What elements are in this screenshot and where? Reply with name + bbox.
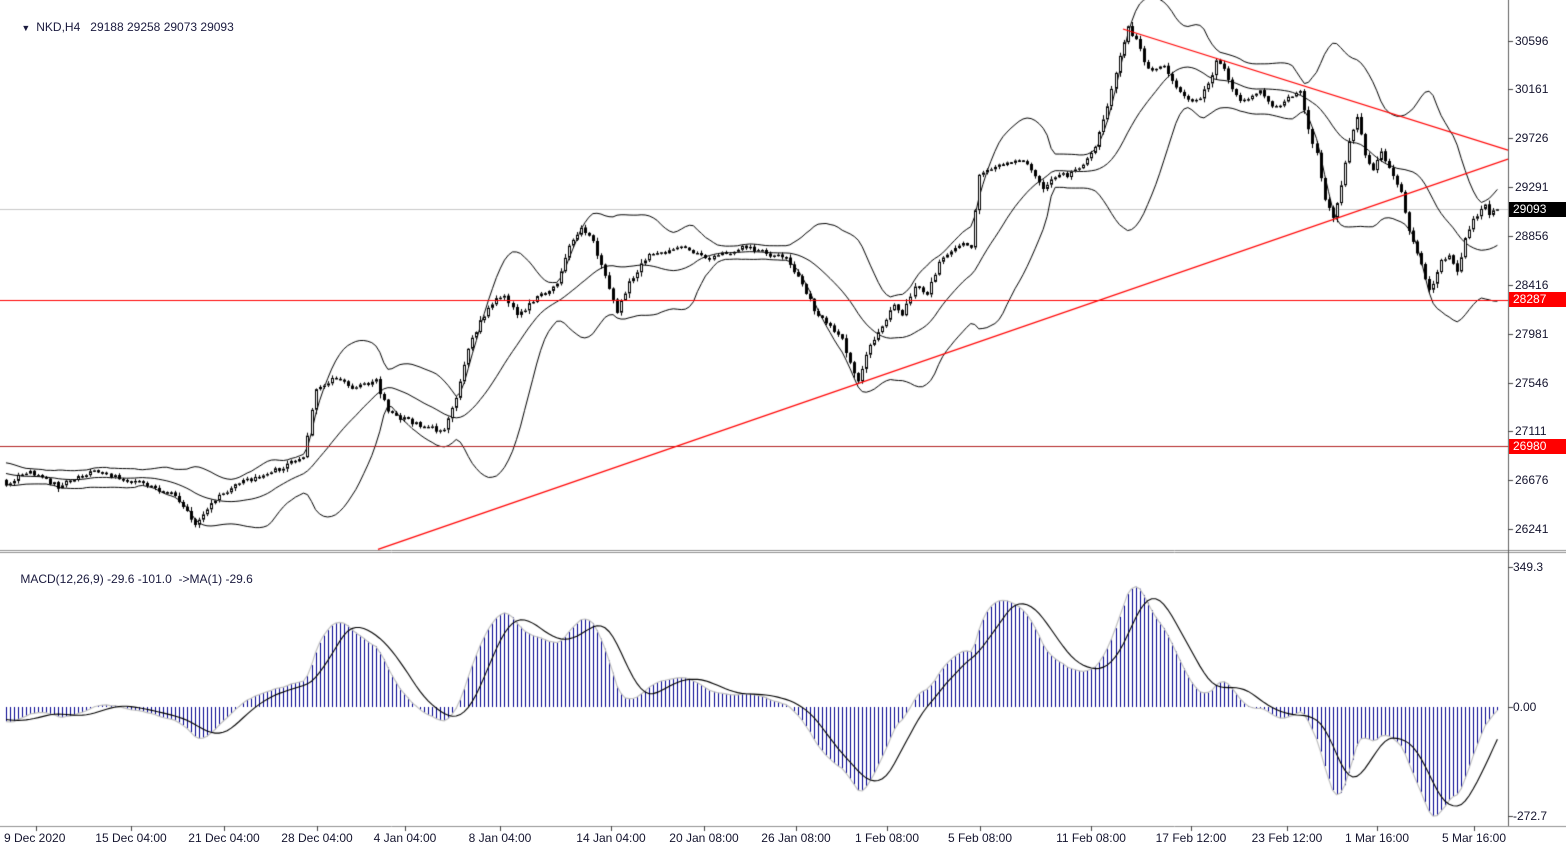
date-axis-label: 11 Feb 08:00 [1056, 831, 1126, 845]
symbol-timeframe-label: NKD,H4 [36, 20, 81, 34]
macd-indicator-label: MACD(12,26,9) -29.6 -101.0 ->MA(1) -29.6 [7, 558, 253, 600]
price-axis-tick: 30161 [1515, 82, 1549, 97]
macd-axis-tick: 349.3 [1513, 560, 1544, 575]
price-axis-tick: 29726 [1515, 131, 1549, 146]
macd-axis-tick: 0.00 [1513, 700, 1537, 714]
price-axis-tick: 27981 [1515, 326, 1549, 341]
date-axis-label: 21 Dec 04:00 [188, 831, 260, 845]
date-axis-label: 15 Dec 04:00 [95, 831, 167, 845]
date-axis-label: 5 Feb 08:00 [947, 831, 1013, 845]
date-axis-label: 5 Mar 16:00 [1441, 831, 1507, 845]
price-axis-tick: 27111 [1515, 424, 1547, 439]
price-axis-tick: 27546 [1515, 375, 1549, 390]
date-axis-label: 8 Jan 04:00 [468, 831, 532, 845]
price-axis-tick: 28856 [1515, 228, 1549, 243]
date-axis-label: 28 Dec 04:00 [281, 831, 353, 845]
price-axis-tick: 29291 [1515, 180, 1549, 195]
ohlc-values-label: 29188 29258 29073 29093 [90, 20, 234, 34]
chart-dropdown-icon[interactable]: ▼ [21, 23, 31, 33]
level-price-tag: 28287 [1509, 292, 1566, 308]
chart-header: ▼ NKD,H4 29188 29258 29073 29093 [8, 6, 234, 48]
price-axis-tick: 30596 [1515, 33, 1549, 48]
date-axis-label: 1 Mar 16:00 [1344, 831, 1410, 845]
date-axis-label: 26 Jan 08:00 [761, 831, 831, 845]
date-axis-label: 1 Feb 08:00 [854, 831, 920, 845]
date-axis-label: 17 Feb 12:00 [1155, 831, 1227, 845]
date-axis-label: 20 Jan 08:00 [669, 831, 739, 845]
macd-axis-tick: -272.7 [1513, 809, 1548, 824]
macd-values: -29.6 -101.0 [107, 572, 172, 586]
date-axis-label: 23 Feb 12:00 [1251, 831, 1323, 845]
macd-name: MACD(12,26,9) [20, 572, 104, 586]
price-axis-tick: 26241 [1515, 522, 1549, 537]
price-axis-tick: 26676 [1515, 473, 1549, 488]
price-axis-tick: 28416 [1515, 278, 1549, 293]
date-axis-label: 14 Jan 04:00 [576, 831, 646, 845]
date-axis-label: 9 Dec 2020 [4, 831, 66, 845]
level-price-tag: 26980 [1509, 438, 1566, 454]
macd-ma-value: ->MA(1) -29.6 [178, 572, 253, 586]
date-axis-label: 4 Jan 04:00 [373, 831, 437, 845]
current-price-tag: 29093 [1509, 201, 1566, 217]
